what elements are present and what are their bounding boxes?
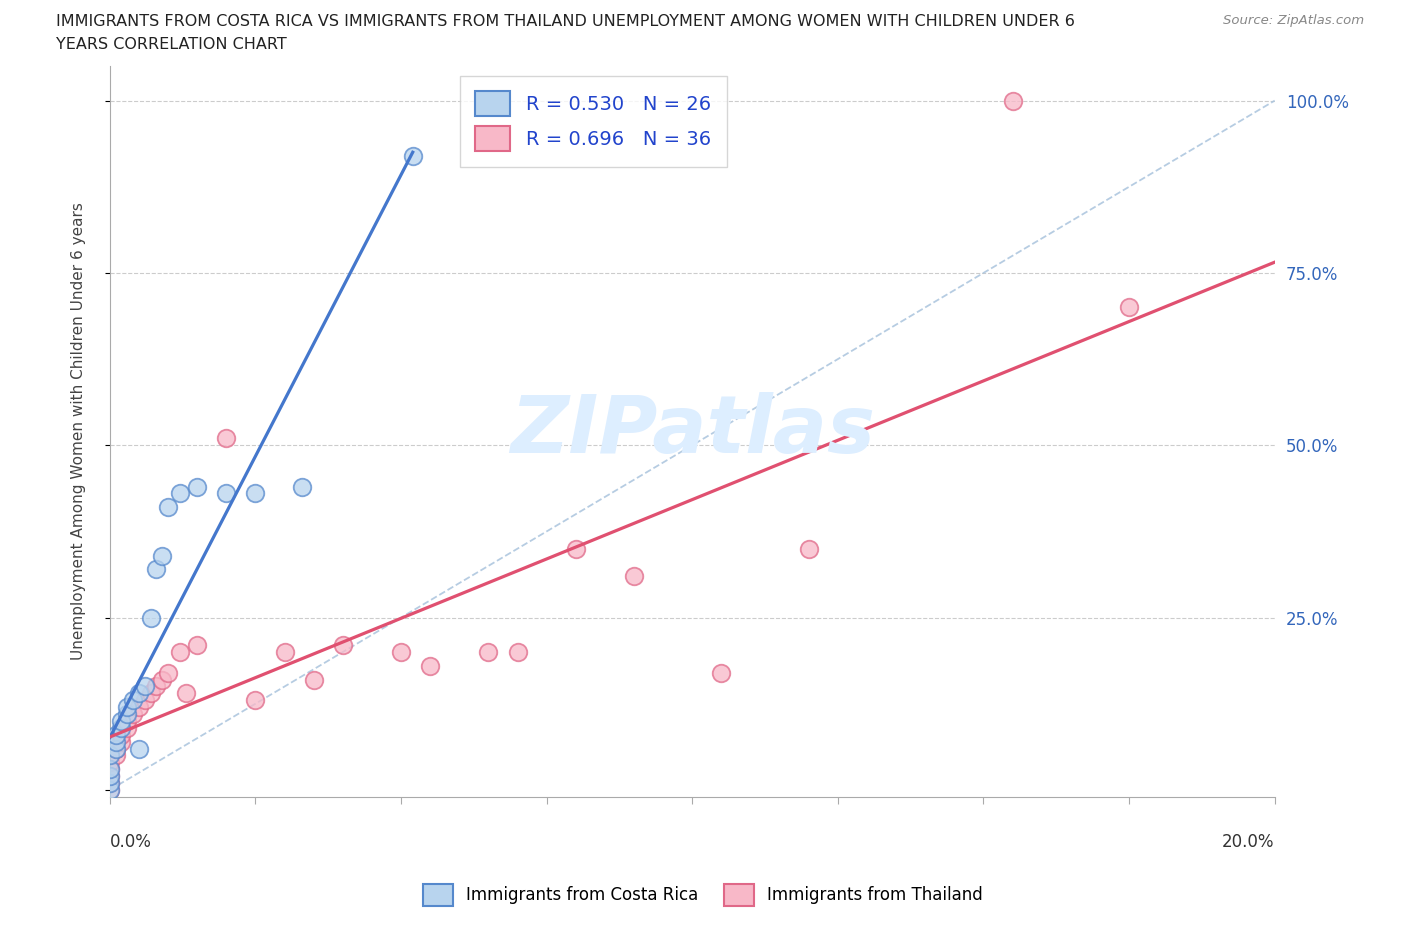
- Point: [332, 638, 354, 653]
- Point: [150, 548, 173, 563]
- Point: [117, 713, 139, 728]
- Point: [1118, 300, 1140, 315]
- Point: [157, 499, 180, 514]
- Point: [134, 693, 156, 708]
- Point: [134, 679, 156, 694]
- Y-axis label: Unemployment Among Women with Children Under 6 years: Unemployment Among Women with Children U…: [72, 203, 86, 660]
- Point: [110, 713, 132, 728]
- Point: [139, 686, 162, 701]
- Point: [98, 755, 121, 770]
- Point: [169, 486, 191, 501]
- Point: [104, 727, 127, 742]
- Point: [402, 148, 425, 163]
- Point: [145, 679, 167, 694]
- Point: [117, 699, 139, 714]
- Point: [389, 644, 412, 659]
- Point: [104, 748, 127, 763]
- Point: [186, 479, 208, 494]
- Point: [145, 562, 167, 577]
- Point: [110, 727, 132, 742]
- Text: IMMIGRANTS FROM COSTA RICA VS IMMIGRANTS FROM THAILAND UNEMPLOYMENT AMONG WOMEN : IMMIGRANTS FROM COSTA RICA VS IMMIGRANTS…: [56, 14, 1076, 29]
- Point: [245, 693, 267, 708]
- Point: [139, 610, 162, 625]
- Point: [128, 741, 150, 756]
- Legend: Immigrants from Costa Rica, Immigrants from Thailand: Immigrants from Costa Rica, Immigrants f…: [416, 878, 990, 912]
- Point: [565, 541, 588, 556]
- Point: [98, 776, 121, 790]
- Point: [98, 782, 121, 797]
- Point: [1001, 93, 1024, 108]
- Point: [110, 721, 132, 736]
- Point: [186, 638, 208, 653]
- Point: [98, 776, 121, 790]
- Point: [245, 486, 267, 501]
- Point: [98, 782, 121, 797]
- Point: [117, 707, 139, 722]
- Point: [117, 721, 139, 736]
- Point: [128, 686, 150, 701]
- Point: [157, 665, 180, 680]
- Point: [98, 769, 121, 784]
- Point: [273, 644, 295, 659]
- Point: [623, 569, 645, 584]
- Point: [215, 486, 238, 501]
- Point: [128, 699, 150, 714]
- Point: [110, 734, 132, 749]
- Point: [104, 741, 127, 756]
- Point: [150, 672, 173, 687]
- Point: [104, 741, 127, 756]
- Text: 0.0%: 0.0%: [110, 832, 152, 851]
- Text: Source: ZipAtlas.com: Source: ZipAtlas.com: [1223, 14, 1364, 27]
- Point: [122, 693, 145, 708]
- Point: [98, 748, 121, 763]
- Point: [98, 762, 121, 777]
- Point: [169, 644, 191, 659]
- Point: [797, 541, 820, 556]
- Point: [98, 762, 121, 777]
- Legend: R = 0.530   N = 26, R = 0.696   N = 36: R = 0.530 N = 26, R = 0.696 N = 36: [460, 76, 727, 166]
- Point: [174, 686, 197, 701]
- Point: [419, 658, 441, 673]
- Point: [710, 665, 733, 680]
- Text: 20.0%: 20.0%: [1222, 832, 1275, 851]
- Point: [215, 431, 238, 445]
- Text: ZIPatlas: ZIPatlas: [510, 392, 875, 471]
- Point: [291, 479, 314, 494]
- Text: YEARS CORRELATION CHART: YEARS CORRELATION CHART: [56, 37, 287, 52]
- Point: [98, 769, 121, 784]
- Point: [122, 707, 145, 722]
- Point: [506, 644, 529, 659]
- Point: [477, 644, 499, 659]
- Point: [302, 672, 325, 687]
- Point: [104, 734, 127, 749]
